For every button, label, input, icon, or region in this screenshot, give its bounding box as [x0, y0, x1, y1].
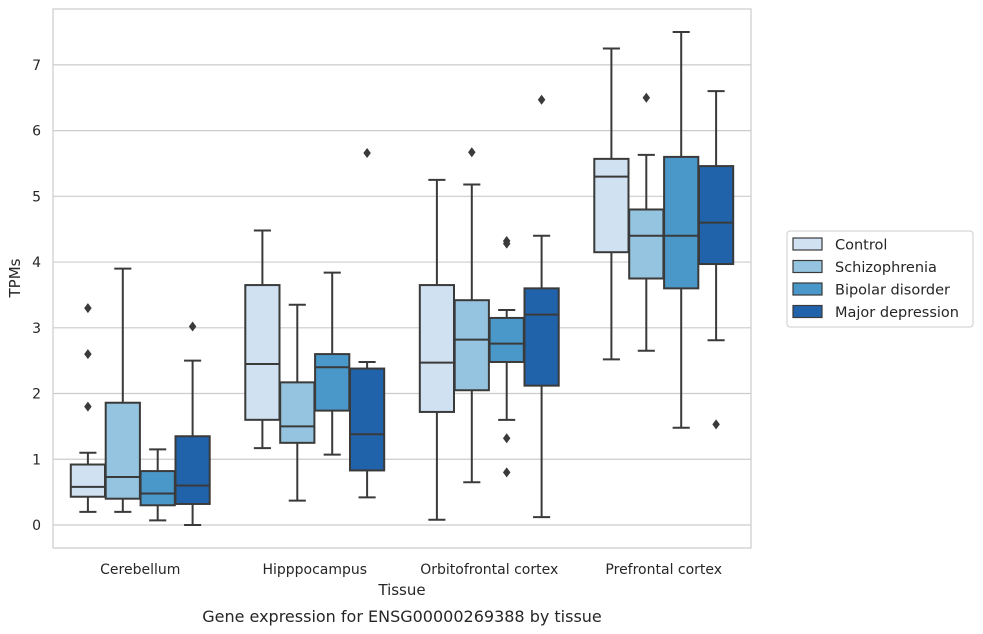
- x-tick-label: Cerebellum: [100, 562, 180, 578]
- y-tick-label: 5: [32, 189, 41, 205]
- box-3-0: [593, 47, 630, 361]
- x-tick-label: Hipppocampus: [262, 562, 367, 578]
- legend: Control Schizophrenia Bipolar disorder Majo…: [786, 230, 974, 328]
- box-body: [593, 157, 630, 254]
- box-body: [523, 287, 560, 387]
- x-axis-label: Tissue: [377, 581, 425, 599]
- y-tick-label: 2: [32, 387, 41, 403]
- legend-swatch: [792, 237, 823, 251]
- box-body: [104, 401, 141, 500]
- box-1-1: [279, 303, 316, 502]
- y-tick-label: 1: [32, 452, 41, 468]
- outlier-point: [642, 92, 651, 103]
- box-0-3: [174, 321, 211, 526]
- y-tick-labels: 0 1 2 3 4 5 6 7: [32, 58, 41, 534]
- legend-swatch: [792, 304, 823, 319]
- outlier-point: [363, 147, 371, 158]
- legend-label: Control: [835, 238, 887, 254]
- box-body: [628, 208, 665, 280]
- outlier-point: [84, 349, 92, 360]
- box-body: [314, 353, 351, 412]
- box-0-0: [69, 303, 107, 513]
- outlier-point: [468, 147, 476, 158]
- box-2-2: [488, 236, 525, 478]
- box-body: [453, 299, 490, 392]
- outlier-point: [502, 467, 511, 478]
- y-tick-label: 4: [32, 255, 41, 271]
- box-3-3: [697, 90, 735, 430]
- box-body: [139, 470, 176, 507]
- legend-label: Major depression: [835, 305, 959, 321]
- legend-swatch: [792, 282, 823, 296]
- box-body: [663, 155, 700, 290]
- box-body: [348, 367, 386, 472]
- box-body: [697, 165, 735, 266]
- legend-frame: [786, 230, 974, 328]
- box-1-3: [348, 147, 386, 499]
- box-3-2: [663, 31, 700, 429]
- outlier-point: [712, 419, 720, 430]
- y-tick-label: 0: [32, 518, 41, 534]
- box-1-0: [244, 229, 281, 450]
- box-2-0: [418, 178, 456, 521]
- legend-swatch: [792, 259, 823, 274]
- boxes: [69, 31, 735, 526]
- box-body: [279, 381, 316, 444]
- box-2-3: [523, 94, 560, 519]
- outlier-point: [537, 94, 546, 105]
- y-tick-label: 7: [32, 58, 41, 74]
- legend-label: Bipolar disorder: [835, 283, 950, 299]
- box-0-1: [104, 267, 141, 513]
- outlier-point: [502, 433, 511, 444]
- box-body: [69, 463, 107, 498]
- outlier-point: [502, 236, 511, 247]
- outlier-point: [188, 321, 197, 332]
- y-tick-label: 6: [32, 124, 41, 140]
- y-axis-label: TPMs: [6, 258, 24, 298]
- grid-lines: [53, 64, 751, 526]
- box-2-1: [453, 147, 490, 484]
- y-tick-label: 3: [32, 321, 41, 337]
- x-tick-label: Orbitofrontal cortex: [420, 562, 558, 578]
- chart-caption: Gene expression for ENSG00000269388 by t…: [202, 607, 602, 626]
- x-tick-label: Prefrontal cortex: [605, 562, 722, 578]
- legend-label: Schizophrenia: [835, 260, 937, 276]
- box-body: [418, 284, 456, 413]
- box-body: [244, 284, 281, 421]
- box-body: [174, 435, 211, 505]
- x-tick-labels: Cerebellum Hipppocampus Orbitofrontal cort…: [100, 562, 722, 578]
- outlier-point: [84, 303, 92, 314]
- box-body: [488, 316, 525, 363]
- outlier-point: [84, 401, 92, 412]
